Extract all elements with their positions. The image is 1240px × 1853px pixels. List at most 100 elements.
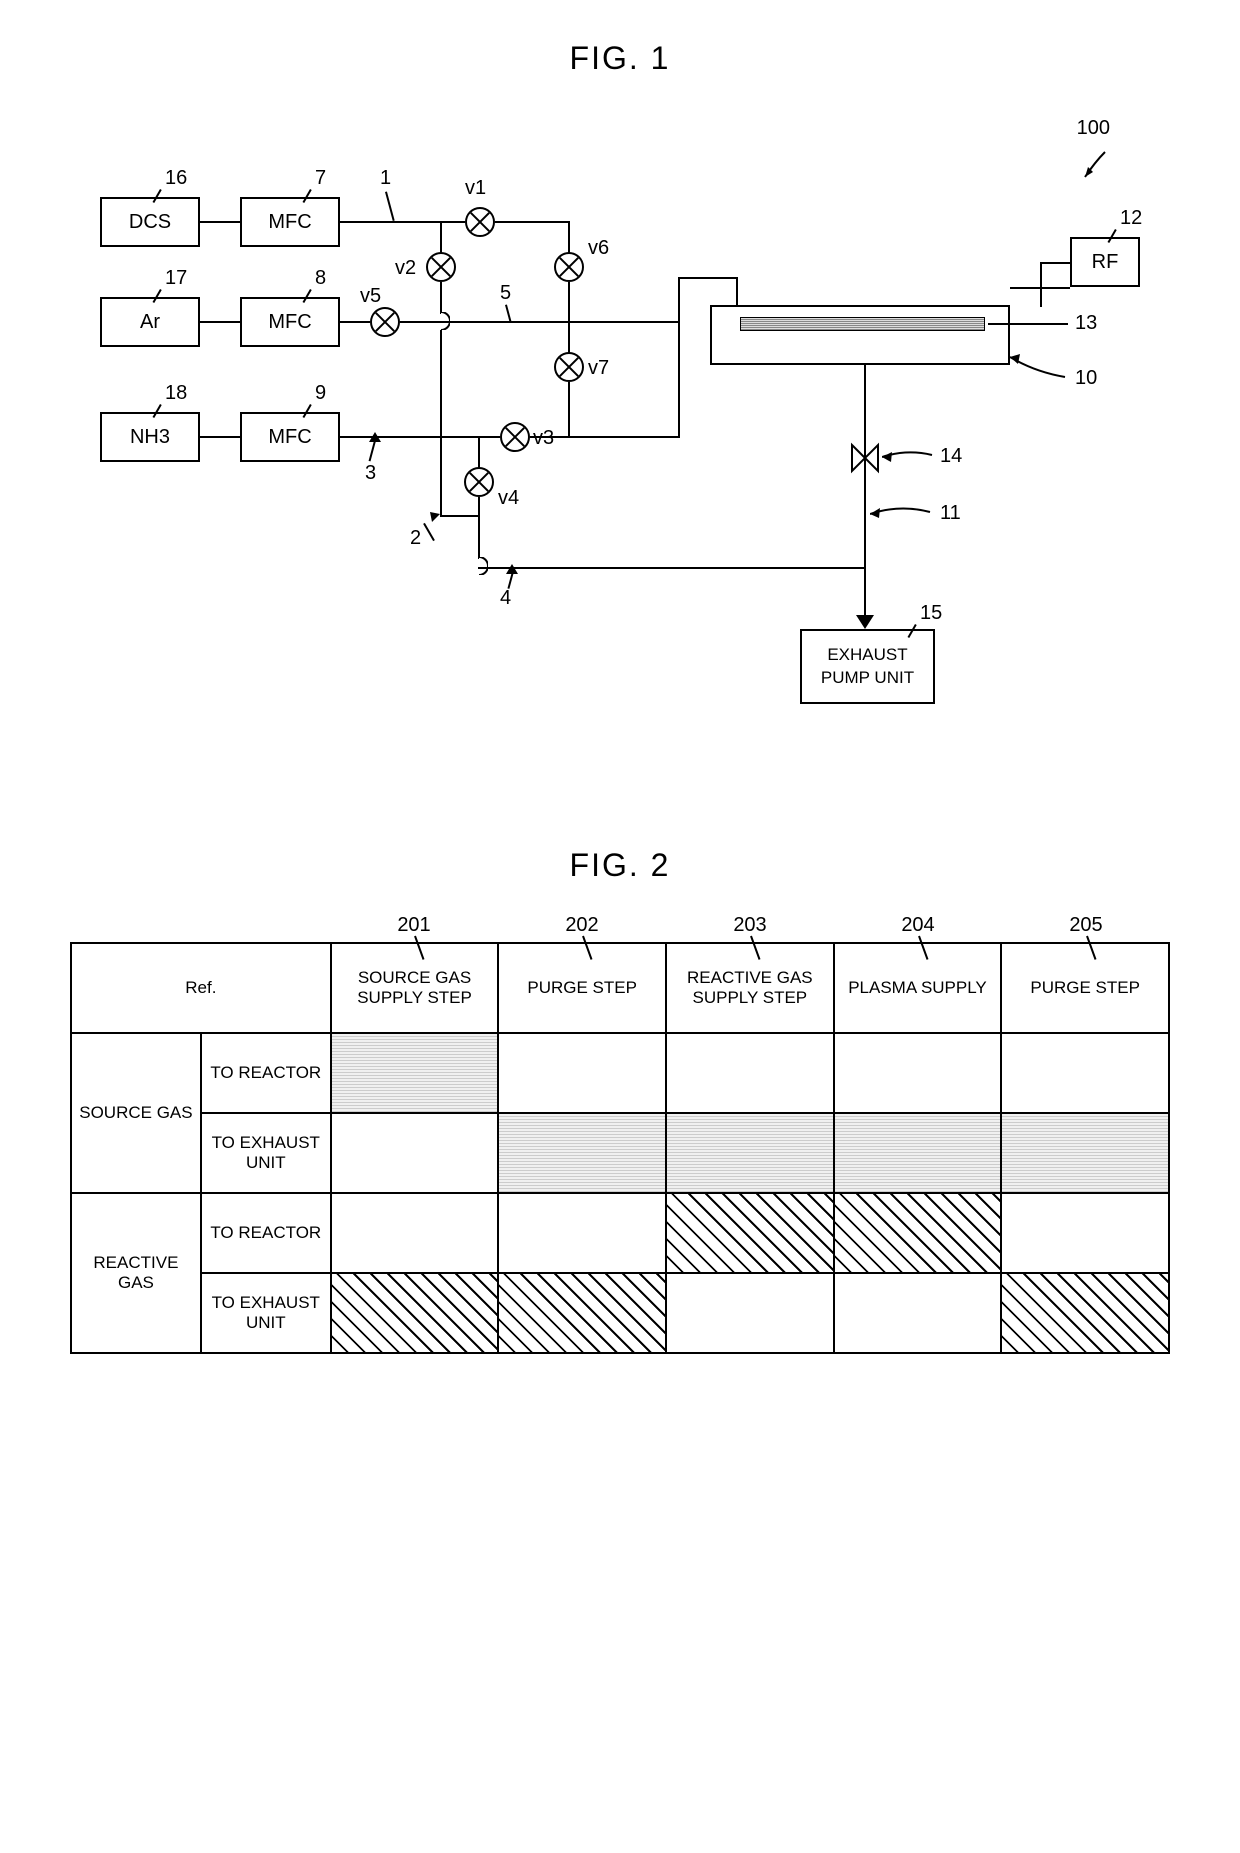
cell: [666, 1273, 834, 1353]
line1-a: [340, 221, 465, 223]
to-exhaust-1: TO EXHAUST UNIT: [201, 1113, 331, 1193]
step-header-2: PURGE STEP: [498, 943, 666, 1033]
cell: [666, 1113, 834, 1193]
fig1-diagram: 100 DCS 16 MFC 7 v1 1 v6 v2 Ar 17 MFC 8 …: [70, 107, 1170, 787]
line-v4-top: [478, 436, 480, 468]
mfc1-box: MFC: [240, 197, 340, 247]
throttle-valve: [849, 442, 881, 474]
valve-v2: [426, 252, 456, 282]
line4-arrow: [502, 564, 518, 576]
fig2-table: Ref. SOURCE GAS SUPPLY STEP PURGE STEP R…: [70, 942, 1170, 1354]
line4-ref: 4: [500, 587, 511, 610]
line5-ref: 5: [500, 282, 511, 305]
cell: [1001, 1193, 1169, 1273]
cell: [834, 1033, 1002, 1113]
fig1-title: FIG. 1: [20, 40, 1220, 77]
cell: [834, 1113, 1002, 1193]
valve-v6: [554, 252, 584, 282]
line-v7-bot: [568, 382, 570, 437]
cell: [331, 1033, 499, 1113]
line2-arrow: [428, 512, 444, 524]
chamber-ref: 10: [1075, 367, 1097, 390]
table-row: TO EXHAUST UNIT: [71, 1113, 1169, 1193]
cell: [498, 1193, 666, 1273]
source-gas-label: SOURCE GAS: [71, 1033, 201, 1193]
line1-ref: 1: [380, 167, 391, 190]
v6-label: v6: [588, 237, 609, 260]
rf-line-h2: [1040, 262, 1070, 264]
exhaust-ref: 15: [920, 602, 942, 625]
line3-ref: 3: [365, 462, 376, 485]
dcs-label: DCS: [129, 211, 171, 234]
rf-box: RF: [1070, 237, 1140, 287]
chamber-feed-v2: [736, 277, 738, 307]
cell: [498, 1273, 666, 1353]
fig2-col-refs: 201 202 203 204 205: [330, 914, 1170, 937]
to-reactor-1: TO REACTOR: [201, 1033, 331, 1113]
to-reactor-2: TO REACTOR: [201, 1193, 331, 1273]
table-row: SOURCE GAS TO REACTOR: [71, 1033, 1169, 1113]
exhaust-line-main: [864, 365, 866, 625]
cell: [1001, 1113, 1169, 1193]
line-dcs-mfc: [200, 221, 240, 223]
cell: [498, 1113, 666, 1193]
step-header-1: SOURCE GAS SUPPLY STEP: [331, 943, 499, 1033]
nh3-ref: 18: [165, 382, 187, 405]
reactive-gas-label: REACTIVE GAS: [71, 1193, 201, 1353]
table-row: REACTIVE GAS TO REACTOR: [71, 1193, 1169, 1273]
v2-label: v2: [395, 257, 416, 280]
ar-label: Ar: [140, 311, 160, 334]
line-nh3-mfc: [200, 436, 240, 438]
fig2-diagram: 201 202 203 204 205 Ref. SOURCE GAS SUPP…: [70, 914, 1170, 1354]
line-v6-bot: [568, 282, 570, 322]
system-ref-arrow: [1075, 147, 1115, 187]
wafer-leader: [988, 323, 1068, 325]
step-header-4: PLASMA SUPPLY: [834, 943, 1002, 1033]
line4: [478, 567, 866, 569]
col-ref-204: 204: [834, 914, 1002, 937]
line3-a: [340, 436, 500, 438]
mfc2-ref: 8: [315, 267, 326, 290]
line2-h: [440, 515, 480, 517]
system-ref-label: 100: [1077, 117, 1110, 140]
dcs-ref: 16: [165, 167, 187, 190]
line1-leader: [385, 191, 395, 220]
line5-a: [340, 321, 370, 323]
valve-v1: [465, 207, 495, 237]
mfc1-label: MFC: [268, 211, 311, 234]
rf-line-v: [1040, 287, 1042, 307]
step-header-3: REACTIVE GAS SUPPLY STEP: [666, 943, 834, 1033]
mfc1-ref: 7: [315, 167, 326, 190]
mfc2-box: MFC: [240, 297, 340, 347]
exhaust-line-ref: 11: [940, 502, 961, 525]
rf-ref: 12: [1120, 207, 1142, 230]
chamber-leader: [1010, 352, 1070, 382]
exhaust-line-leader: [870, 502, 935, 522]
col-ref-205: 205: [1002, 914, 1170, 937]
step-header-5: PURGE STEP: [1001, 943, 1169, 1033]
line2-ref: 2: [410, 527, 421, 550]
v4-label: v4: [498, 487, 519, 510]
cell: [331, 1273, 499, 1353]
rf-line-v2: [1040, 262, 1042, 289]
table-header-row: Ref. SOURCE GAS SUPPLY STEP PURGE STEP R…: [71, 943, 1169, 1033]
throttle-ref: 14: [940, 445, 962, 468]
nh3-box: NH3: [100, 412, 200, 462]
line-v2-top: [440, 221, 442, 253]
mfc3-label: MFC: [268, 426, 311, 449]
ar-ref: 17: [165, 267, 187, 290]
rf-label: RF: [1092, 251, 1119, 274]
line3-arrow: [365, 432, 385, 444]
valve-v7: [554, 352, 584, 382]
v1-label: v1: [465, 177, 486, 200]
valve-v3: [500, 422, 530, 452]
wafer: [740, 317, 985, 331]
mfc2-label: MFC: [268, 311, 311, 334]
mfc3-box: MFC: [240, 412, 340, 462]
exhaust-pump-box: EXHAUSTPUMP UNIT: [800, 629, 935, 704]
to-exhaust-2: TO EXHAUST UNIT: [201, 1273, 331, 1353]
hop2: [470, 557, 488, 575]
cell: [1001, 1033, 1169, 1113]
line3-b: [530, 436, 680, 438]
table-row: TO EXHAUST UNIT: [71, 1273, 1169, 1353]
